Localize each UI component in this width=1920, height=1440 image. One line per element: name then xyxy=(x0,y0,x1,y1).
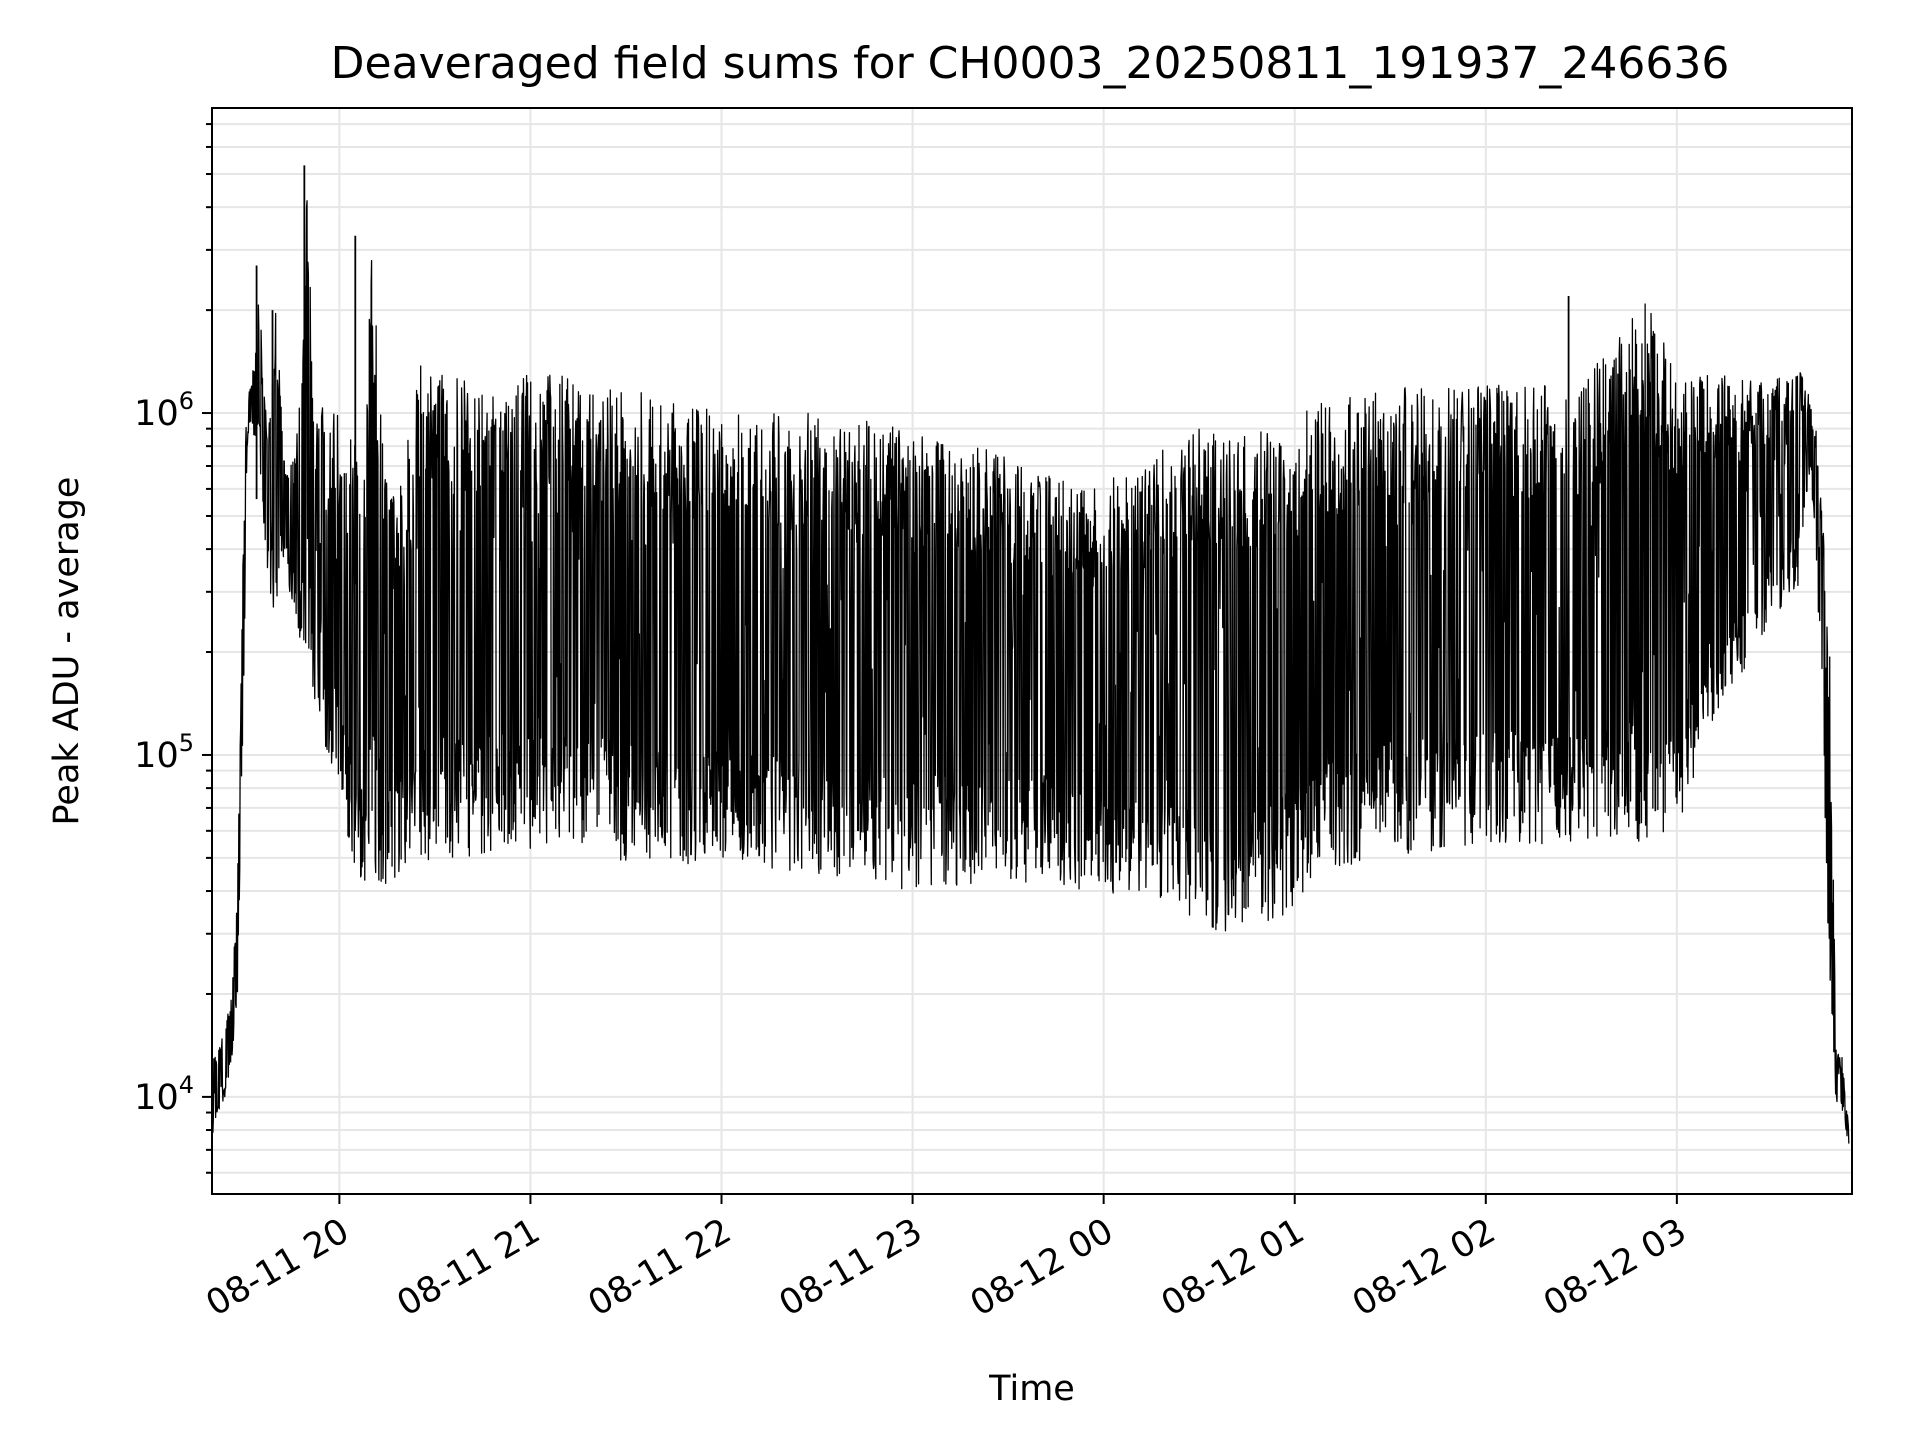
y-axis-label: Peak ADU - average xyxy=(47,477,87,826)
axes-frame xyxy=(211,107,1853,1195)
x-axis-label: Time xyxy=(988,1369,1075,1409)
y-tick-label: 105 xyxy=(134,729,194,776)
data-line xyxy=(212,200,1850,1144)
data-series xyxy=(212,165,1850,1144)
y-tick-exponent: 5 xyxy=(179,729,194,757)
chart-title: Deaveraged field sums for CH0003_2025081… xyxy=(331,38,1730,89)
plot-area xyxy=(212,165,1850,1144)
y-tick-exponent: 4 xyxy=(179,1071,194,1099)
y-tick-label: 106 xyxy=(134,387,194,434)
y-tick-base: 10 xyxy=(134,1078,179,1118)
y-tick-label: 104 xyxy=(134,1071,194,1118)
y-tick-base: 10 xyxy=(134,394,179,434)
y-tick-base: 10 xyxy=(134,736,179,776)
y-tick-exponent: 6 xyxy=(179,387,194,415)
